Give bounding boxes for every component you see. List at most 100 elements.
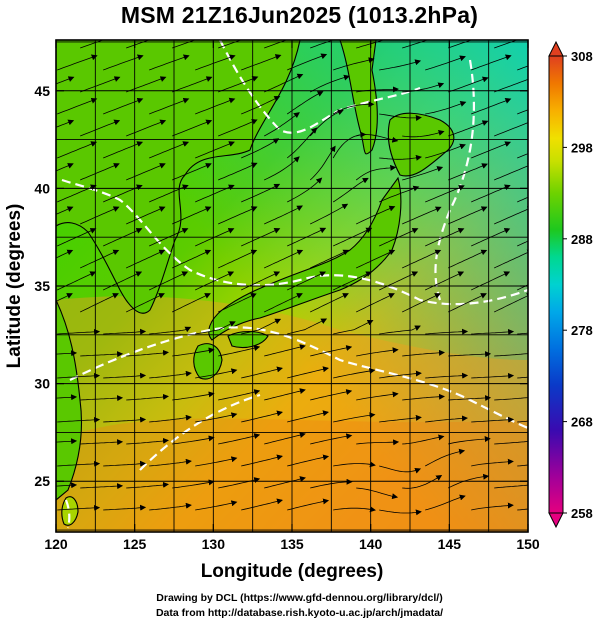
streamline <box>471 372 515 379</box>
streamline <box>563 459 599 466</box>
streamline <box>494 353 528 357</box>
streamline <box>356 439 400 446</box>
streamline <box>149 414 192 423</box>
streamline <box>402 206 442 225</box>
streamline <box>56 293 73 302</box>
streamline <box>310 74 350 93</box>
streamline <box>448 206 488 225</box>
streamline <box>218 293 257 313</box>
streamline <box>494 163 528 181</box>
streamline <box>80 293 119 313</box>
streamline <box>287 271 327 291</box>
streamline <box>218 119 258 137</box>
streamline <box>402 249 442 269</box>
streamline <box>494 397 528 401</box>
streamline <box>448 351 492 358</box>
streamline <box>517 153 528 159</box>
streamline <box>56 350 78 357</box>
streamline <box>195 271 235 291</box>
streamline <box>57 97 98 115</box>
streamline <box>332 177 369 203</box>
streamline <box>563 186 599 203</box>
credit-drawing: Drawing by DCL (https://www.gfd-dennou.o… <box>156 592 443 604</box>
streamline <box>333 461 376 468</box>
streamline <box>332 131 367 159</box>
streamline <box>355 164 397 181</box>
streamline <box>103 416 147 423</box>
streamline <box>517 420 528 423</box>
streamline <box>356 249 396 269</box>
streamline <box>425 101 467 115</box>
y-axis-label: Latitude (degrees) <box>4 204 25 369</box>
y-tick-label: 40 <box>34 180 50 196</box>
streamline <box>195 321 236 335</box>
colorbar-tick-label: 278 <box>571 323 593 338</box>
colorbar-tick-label: 298 <box>571 140 593 155</box>
streamline <box>517 65 528 71</box>
x-tick-label: 125 <box>123 536 147 552</box>
streamline <box>287 177 323 203</box>
streamline <box>333 412 376 423</box>
streamline <box>517 376 528 379</box>
streamline <box>56 482 78 489</box>
streamline <box>126 206 166 225</box>
streamline <box>195 456 238 467</box>
y-tick-label: 35 <box>34 278 50 294</box>
streamline <box>494 484 528 489</box>
streamline <box>264 40 288 49</box>
streamline <box>103 460 147 467</box>
streamline <box>333 319 374 335</box>
streamline <box>402 349 445 357</box>
streamline <box>241 454 283 467</box>
streamline <box>172 163 212 181</box>
streamline <box>471 502 514 511</box>
streamline <box>379 185 420 203</box>
streamline <box>80 206 120 225</box>
streamline <box>425 143 466 159</box>
x-tick-label: 135 <box>280 536 304 552</box>
streamline <box>333 506 376 513</box>
streamline <box>218 162 258 181</box>
streamline <box>241 410 283 423</box>
streamline <box>471 98 512 115</box>
streamline <box>425 494 466 511</box>
streamline <box>172 119 213 137</box>
streamline <box>57 271 97 291</box>
streamline <box>310 203 349 225</box>
streamline <box>310 478 353 489</box>
streamline <box>494 119 528 137</box>
streamline <box>448 473 490 489</box>
streamline <box>425 372 469 379</box>
streamline <box>425 415 468 423</box>
streamline <box>56 76 75 85</box>
colorbar-scale <box>548 55 564 514</box>
streamline <box>448 76 489 93</box>
streamline <box>286 127 318 159</box>
streamline <box>103 504 147 511</box>
streamline <box>126 293 165 313</box>
streamline <box>471 458 514 467</box>
streamline <box>149 54 190 71</box>
colorbar-ticks: 308 298 288 278 268 258 <box>563 49 593 521</box>
streamline <box>517 508 528 511</box>
streamline <box>471 141 512 159</box>
streamline <box>471 54 512 71</box>
map-title: MSM 21Z16Jun2025 (1013.2hPa) <box>120 2 479 28</box>
streamline <box>264 73 304 93</box>
streamline <box>264 249 304 269</box>
streamline <box>287 318 328 335</box>
streamline <box>379 113 422 121</box>
streamline <box>264 388 306 401</box>
streamline <box>218 76 259 93</box>
streamline <box>333 271 373 291</box>
colorbar-tick-label: 308 <box>571 49 593 64</box>
streamline <box>471 416 515 423</box>
streamline <box>563 371 599 378</box>
streamline <box>310 345 353 357</box>
streamline <box>356 347 399 357</box>
streamline <box>241 318 282 335</box>
streamline <box>57 372 101 379</box>
streamline <box>517 196 528 203</box>
streamline <box>218 40 242 49</box>
streamline <box>172 76 213 93</box>
